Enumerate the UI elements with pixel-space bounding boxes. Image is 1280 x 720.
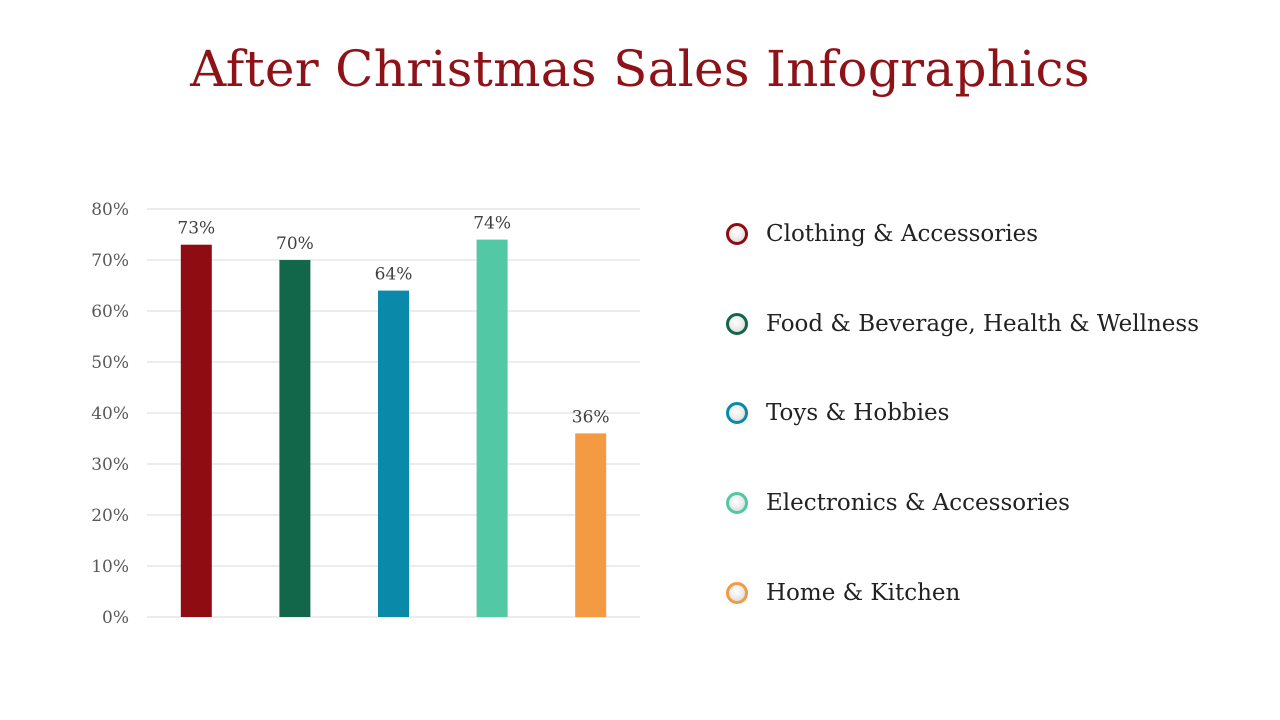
y-tick-label: 10% (91, 557, 129, 577)
y-tick-label: 40% (91, 404, 129, 424)
page-title: After Christmas Sales Infographics (190, 40, 1090, 98)
legend-label: Toys & Hobbies (766, 400, 950, 427)
legend-label: Home & Kitchen (766, 579, 961, 606)
data-label: 36% (572, 407, 610, 427)
legend-label: Electronics & Accessories (766, 490, 1070, 517)
y-tick-label: 0% (102, 608, 129, 628)
legend-item-food: Food & Beverage, Health & Wellness (726, 304, 1199, 344)
y-tick-label: 30% (91, 455, 129, 475)
legend-marker-icon (726, 223, 748, 245)
legend-item-clothing: Clothing & Accessories (726, 214, 1038, 254)
y-tick-label: 50% (91, 353, 129, 373)
legend-marker-icon (726, 312, 748, 335)
bar (575, 433, 607, 617)
data-label: 64% (375, 265, 413, 285)
legend-label: Clothing & Accessories (766, 221, 1039, 247)
data-label: 70% (276, 234, 314, 254)
bar (279, 260, 311, 617)
legend-item-electronics: Electronics & Accessories (726, 483, 1070, 523)
data-label: 74% (473, 214, 511, 234)
bar (180, 244, 212, 617)
legend-item-toys: Toys & Hobbies (726, 393, 949, 433)
legend-item-home: Home & Kitchen (726, 573, 960, 613)
y-tick-label: 70% (91, 251, 129, 271)
y-tick-label: 80% (91, 200, 129, 220)
data-label: 73% (177, 219, 215, 239)
bar (378, 290, 409, 617)
y-tick-label: 20% (91, 506, 129, 526)
legend-marker-icon (726, 492, 748, 515)
legend-marker-icon (726, 402, 748, 425)
legend-marker-icon (726, 581, 748, 604)
bar (476, 239, 508, 617)
y-tick-label: 60% (91, 302, 129, 322)
legend-label: Food & Beverage, Health & Wellness (766, 310, 1200, 337)
